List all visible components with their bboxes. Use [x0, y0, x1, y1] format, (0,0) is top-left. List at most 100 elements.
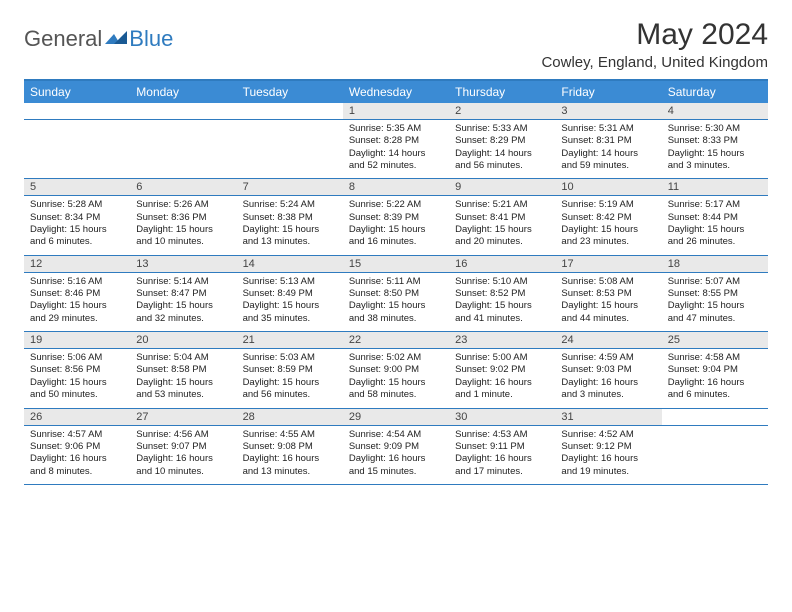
sunrise-text: Sunrise: 5:00 AM — [455, 352, 549, 364]
sunset-text: Sunset: 9:00 PM — [349, 364, 443, 376]
day-number: 11 — [662, 179, 768, 195]
location: Cowley, England, United Kingdom — [541, 54, 768, 71]
sunrise-text: Sunrise: 5:30 AM — [668, 123, 762, 135]
day-number: 12 — [24, 256, 130, 272]
sunrise-text: Sunrise: 5:26 AM — [136, 199, 230, 211]
day-detail — [662, 426, 768, 484]
sunset-text: Sunset: 8:31 PM — [561, 135, 655, 147]
day-detail: Sunrise: 5:21 AMSunset: 8:41 PMDaylight:… — [449, 196, 555, 254]
sunrise-text: Sunrise: 5:07 AM — [668, 276, 762, 288]
daylight-text: Daylight: 16 hours and 15 minutes. — [349, 453, 443, 478]
weekday-saturday: Saturday — [662, 81, 768, 103]
sunset-text: Sunset: 8:34 PM — [30, 212, 124, 224]
day-number: 15 — [343, 256, 449, 272]
day-number: 14 — [237, 256, 343, 272]
sunrise-text: Sunrise: 5:14 AM — [136, 276, 230, 288]
sunrise-text: Sunrise: 4:55 AM — [243, 429, 337, 441]
day-number — [130, 103, 236, 119]
day-detail: Sunrise: 5:07 AMSunset: 8:55 PMDaylight:… — [662, 273, 768, 331]
sunset-text: Sunset: 9:12 PM — [561, 441, 655, 453]
day-detail: Sunrise: 4:59 AMSunset: 9:03 PMDaylight:… — [555, 349, 661, 407]
day-number: 28 — [237, 409, 343, 425]
day-number: 19 — [24, 332, 130, 348]
sunrise-text: Sunrise: 4:54 AM — [349, 429, 443, 441]
day-detail: Sunrise: 5:03 AMSunset: 8:59 PMDaylight:… — [237, 349, 343, 407]
sunset-text: Sunset: 8:52 PM — [455, 288, 549, 300]
day-number: 17 — [555, 256, 661, 272]
day-number: 25 — [662, 332, 768, 348]
day-detail: Sunrise: 4:54 AMSunset: 9:09 PMDaylight:… — [343, 426, 449, 484]
sunrise-text: Sunrise: 5:10 AM — [455, 276, 549, 288]
sunset-text: Sunset: 9:02 PM — [455, 364, 549, 376]
daylight-text: Daylight: 15 hours and 41 minutes. — [455, 300, 549, 325]
daylight-text: Daylight: 15 hours and 56 minutes. — [243, 377, 337, 402]
sunrise-text: Sunrise: 5:16 AM — [30, 276, 124, 288]
week-daynum-row: 1234 — [24, 103, 768, 120]
sunrise-text: Sunrise: 5:33 AM — [455, 123, 549, 135]
day-number: 23 — [449, 332, 555, 348]
day-detail: Sunrise: 5:30 AMSunset: 8:33 PMDaylight:… — [662, 120, 768, 178]
daylight-text: Daylight: 16 hours and 8 minutes. — [30, 453, 124, 478]
day-number: 24 — [555, 332, 661, 348]
sunrise-text: Sunrise: 5:31 AM — [561, 123, 655, 135]
weekday-wednesday: Wednesday — [343, 81, 449, 103]
sunrise-text: Sunrise: 4:58 AM — [668, 352, 762, 364]
day-number — [24, 103, 130, 119]
day-number: 4 — [662, 103, 768, 119]
day-detail: Sunrise: 5:26 AMSunset: 8:36 PMDaylight:… — [130, 196, 236, 254]
day-number: 22 — [343, 332, 449, 348]
daylight-text: Daylight: 16 hours and 10 minutes. — [136, 453, 230, 478]
sunset-text: Sunset: 9:06 PM — [30, 441, 124, 453]
sunset-text: Sunset: 9:03 PM — [561, 364, 655, 376]
day-detail: Sunrise: 5:22 AMSunset: 8:39 PMDaylight:… — [343, 196, 449, 254]
daylight-text: Daylight: 15 hours and 13 minutes. — [243, 224, 337, 249]
day-number: 30 — [449, 409, 555, 425]
week-detail-row: Sunrise: 5:16 AMSunset: 8:46 PMDaylight:… — [24, 273, 768, 332]
week-detail-row: Sunrise: 4:57 AMSunset: 9:06 PMDaylight:… — [24, 426, 768, 485]
daylight-text: Daylight: 15 hours and 20 minutes. — [455, 224, 549, 249]
title-block: May 2024 Cowley, England, United Kingdom — [541, 18, 768, 71]
logo-text-blue: Blue — [129, 26, 173, 52]
sunrise-text: Sunrise: 5:19 AM — [561, 199, 655, 211]
day-number: 21 — [237, 332, 343, 348]
sunset-text: Sunset: 9:07 PM — [136, 441, 230, 453]
sunset-text: Sunset: 8:58 PM — [136, 364, 230, 376]
daylight-text: Daylight: 15 hours and 16 minutes. — [349, 224, 443, 249]
header: General Blue May 2024 Cowley, England, U… — [24, 18, 768, 71]
daylight-text: Daylight: 15 hours and 58 minutes. — [349, 377, 443, 402]
daylight-text: Daylight: 16 hours and 19 minutes. — [561, 453, 655, 478]
weekday-tuesday: Tuesday — [237, 81, 343, 103]
week-detail-row: Sunrise: 5:35 AMSunset: 8:28 PM Daylight:… — [24, 120, 768, 179]
day-detail: Sunrise: 4:55 AMSunset: 9:08 PMDaylight:… — [237, 426, 343, 484]
sunrise-text: Sunrise: 5:28 AM — [30, 199, 124, 211]
sunset-text: Sunset: 8:39 PM — [349, 212, 443, 224]
daylight-text: Daylight: 16 hours and 3 minutes. — [561, 377, 655, 402]
sunrise-text: Sunrise: 5:06 AM — [30, 352, 124, 364]
sunrise-text: Sunrise: 5:21 AM — [455, 199, 549, 211]
sunrise-text: Sunrise: 5:35 AM — [349, 123, 443, 135]
weekday-sunday: Sunday — [24, 81, 130, 103]
day-detail: Sunrise: 5:04 AMSunset: 8:58 PMDaylight:… — [130, 349, 236, 407]
day-detail: Sunrise: 5:08 AMSunset: 8:53 PMDaylight:… — [555, 273, 661, 331]
logo-mark-icon — [105, 28, 127, 44]
day-number: 20 — [130, 332, 236, 348]
day-number: 7 — [237, 179, 343, 195]
sunset-text: Sunset: 8:59 PM — [243, 364, 337, 376]
daylight-text: Daylight: 14 hours and 59 minutes. — [561, 148, 655, 173]
daylight-text: Daylight: 15 hours and 53 minutes. — [136, 377, 230, 402]
daylight-text: Daylight: 15 hours and 6 minutes. — [30, 224, 124, 249]
day-detail: Sunrise: 5:19 AMSunset: 8:42 PMDaylight:… — [555, 196, 661, 254]
day-number — [662, 409, 768, 425]
daylight-text: Daylight: 16 hours and 6 minutes. — [668, 377, 762, 402]
sunset-text: Sunset: 8:28 PM — [349, 135, 443, 147]
sunrise-text: Sunrise: 5:17 AM — [668, 199, 762, 211]
sunrise-text: Sunrise: 5:24 AM — [243, 199, 337, 211]
day-number: 26 — [24, 409, 130, 425]
weekday-friday: Friday — [555, 81, 661, 103]
week-daynum-row: 19202122232425 — [24, 332, 768, 349]
day-number: 1 — [343, 103, 449, 119]
sunset-text: Sunset: 8:29 PM — [455, 135, 549, 147]
sunrise-text: Sunrise: 4:52 AM — [561, 429, 655, 441]
sunrise-text: Sunrise: 5:22 AM — [349, 199, 443, 211]
weekday-header: Sunday Monday Tuesday Wednesday Thursday… — [24, 81, 768, 103]
